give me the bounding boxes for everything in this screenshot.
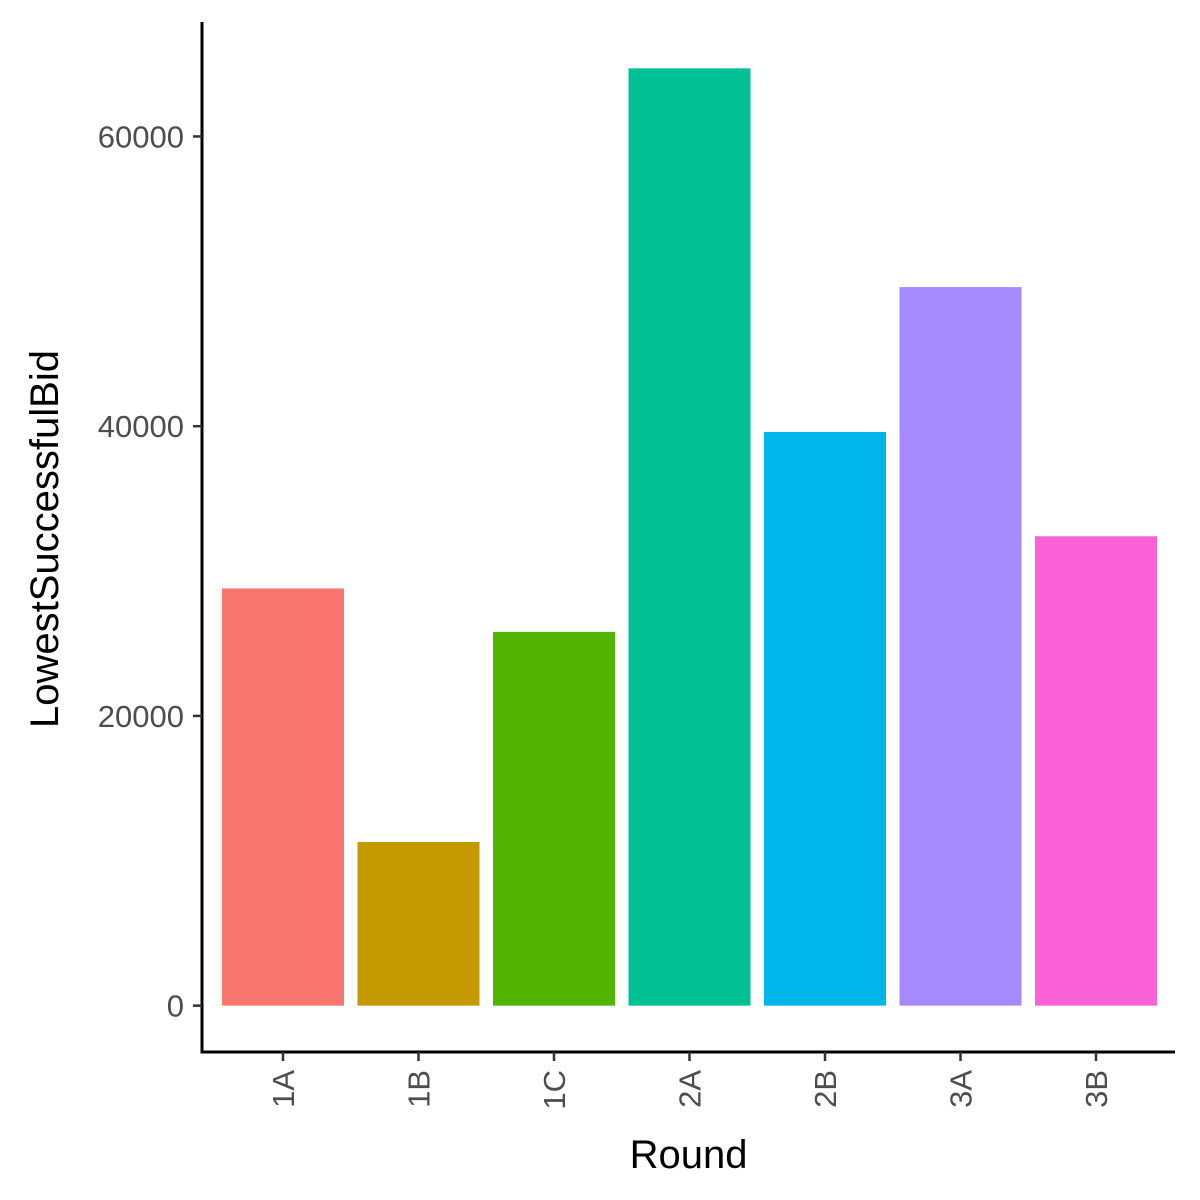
y-tick-label: 20000 [98, 699, 184, 734]
bar-2b [764, 431, 886, 1006]
x-tick-label-3a: 3A [944, 1070, 979, 1108]
y-tick-label: 40000 [98, 409, 184, 444]
x-tick-label-1b: 1B [402, 1070, 437, 1108]
bar-1b [357, 841, 480, 1006]
x-tick-label-1c: 1C [537, 1070, 572, 1110]
y-axis-title: LowestSuccessfulBid [23, 350, 67, 728]
bar-3b [1035, 536, 1157, 1006]
bars-layer [222, 68, 1157, 1006]
y-ticks-layer: 0 20000 40000 60000 [98, 119, 202, 1024]
bar-2a [628, 68, 751, 1006]
x-tick-label-2b: 2B [808, 1070, 843, 1108]
bar-1c [493, 631, 615, 1006]
y-tick-label: 0 [167, 989, 184, 1024]
bar-1a [222, 588, 344, 1006]
x-tick-label-3b: 3B [1079, 1070, 1114, 1108]
x-tick-label-1a: 1A [266, 1070, 301, 1108]
y-tick-label: 60000 [98, 119, 184, 154]
x-ticks-layer: 1A 1B 1C 2A 2B 3A 3B [266, 1052, 1114, 1110]
bar-3a [899, 287, 1022, 1006]
x-axis-title: Round [630, 1133, 748, 1177]
x-tick-label-2a: 2A [673, 1070, 708, 1108]
